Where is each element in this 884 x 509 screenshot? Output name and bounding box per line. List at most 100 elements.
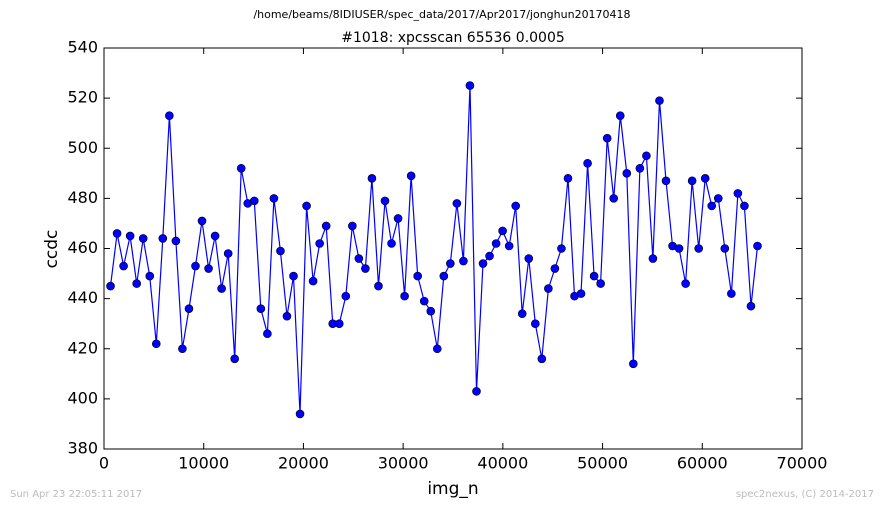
data-point	[733, 189, 743, 198]
data-point	[446, 259, 455, 268]
data-point	[563, 174, 573, 183]
x-tick-label: 40000	[477, 454, 528, 473]
data-point	[465, 81, 475, 90]
data-point	[629, 359, 638, 369]
x-tick-label: 50000	[577, 454, 628, 473]
data-point	[119, 261, 128, 271]
data-point	[740, 201, 749, 211]
data-point	[269, 194, 279, 203]
data-point	[217, 284, 226, 293]
data-point	[393, 214, 403, 223]
data-point	[694, 244, 703, 253]
data-point	[361, 264, 370, 273]
data-point	[348, 221, 357, 231]
suptitle: /home/beams/8IDIUSER/spec_data/2017/Apr2…	[253, 8, 630, 21]
data-point	[334, 319, 344, 328]
plot-frame	[103, 47, 803, 450]
data-point	[106, 281, 115, 291]
data-point	[648, 254, 658, 263]
data-point	[655, 96, 664, 105]
x-tick-label: 60000	[677, 454, 728, 473]
data-point	[537, 354, 547, 364]
data-point	[354, 254, 364, 263]
data-point	[400, 291, 409, 301]
data-point	[746, 301, 756, 311]
data-point	[439, 271, 449, 281]
data-point	[707, 201, 717, 211]
data-point	[419, 296, 429, 306]
data-point	[249, 196, 259, 206]
data-point	[615, 111, 625, 120]
data-point	[387, 239, 396, 248]
data-point	[263, 329, 272, 339]
y-tick-label: 520	[67, 88, 98, 107]
data-point	[321, 221, 331, 231]
data-point	[204, 264, 213, 273]
data-point	[197, 216, 207, 226]
data-point	[452, 199, 462, 208]
data-point	[256, 304, 266, 313]
data-point	[295, 409, 305, 419]
data-point	[374, 281, 383, 291]
data-point	[315, 239, 324, 248]
y-tick-label: 460	[67, 238, 98, 257]
y-tick-label: 380	[67, 439, 98, 458]
data-point	[727, 289, 736, 298]
data-point	[687, 176, 697, 186]
data-point	[642, 151, 651, 161]
data-point	[583, 158, 592, 168]
data-point	[308, 276, 318, 286]
data-point	[432, 344, 442, 354]
data-point	[576, 289, 586, 298]
data-line	[109, 85, 759, 414]
data-point	[178, 344, 187, 354]
data-point	[720, 244, 730, 253]
y-tick-label: 480	[67, 188, 98, 207]
data-point	[191, 261, 200, 271]
data-point	[145, 271, 155, 281]
data-point	[341, 291, 351, 301]
data-point	[426, 306, 436, 316]
data-point	[230, 354, 239, 364]
data-point	[557, 244, 566, 253]
data-point	[485, 251, 494, 261]
data-point	[302, 201, 311, 211]
data-point	[223, 249, 233, 258]
data-point	[753, 241, 762, 251]
data-point	[138, 234, 148, 243]
data-point	[550, 264, 560, 273]
chart-title: #1018: xpcsscan 65536 0.0005	[341, 30, 565, 46]
data-point	[472, 387, 481, 396]
data-point	[282, 311, 292, 321]
data-point	[132, 279, 141, 288]
data-point	[406, 171, 416, 181]
data-point	[367, 174, 377, 183]
data-point	[112, 229, 122, 238]
y-tick-label: 420	[67, 338, 98, 357]
data-point	[609, 194, 619, 203]
data-point	[635, 164, 645, 173]
data-point	[276, 246, 285, 256]
data-point	[171, 236, 181, 246]
data-point	[504, 241, 514, 251]
y-tick-label: 400	[67, 388, 98, 407]
data-point	[289, 271, 298, 281]
y-tick-label: 500	[67, 138, 98, 157]
y-tick-label: 540	[67, 38, 98, 57]
footer-right: spec2nexus, (C) 2014-2017	[736, 489, 874, 500]
footer-left: Sun Apr 23 22:05:11 2017	[10, 489, 142, 500]
data-point	[596, 279, 605, 288]
x-tick-label: 10000	[178, 454, 229, 473]
data-point	[713, 194, 723, 203]
y-axis-label: ccdc	[42, 230, 62, 269]
x-tick-label: 30000	[378, 454, 429, 473]
data-point	[511, 201, 521, 211]
data-point	[700, 174, 710, 183]
data-point	[210, 231, 220, 241]
data-point	[491, 239, 501, 248]
data-point	[413, 271, 422, 281]
data-point	[184, 304, 194, 313]
x-axis-label: img_n	[427, 479, 478, 499]
data-point	[236, 164, 246, 173]
